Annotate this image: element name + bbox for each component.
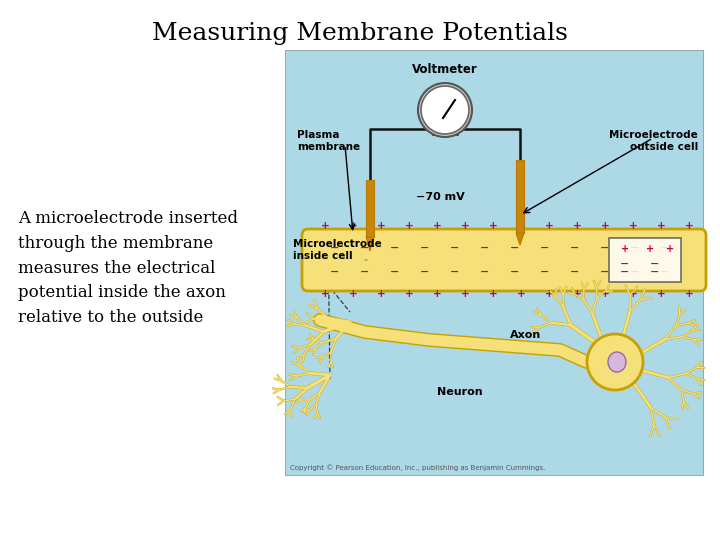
Text: Axon: Axon <box>510 330 541 340</box>
Text: −: − <box>540 243 549 253</box>
Text: +: + <box>489 221 498 231</box>
Text: +: + <box>461 221 469 231</box>
Text: −: − <box>660 267 670 277</box>
Text: +: + <box>629 289 637 299</box>
Text: Measuring Membrane Potentials: Measuring Membrane Potentials <box>152 22 568 45</box>
Text: +: + <box>544 289 554 299</box>
Text: −: − <box>510 243 520 253</box>
Text: −: − <box>420 267 430 277</box>
FancyBboxPatch shape <box>285 50 703 475</box>
Text: +: + <box>685 289 693 299</box>
Text: −: − <box>450 267 459 277</box>
Text: −: − <box>510 267 520 277</box>
Text: Plasma
membrane: Plasma membrane <box>297 130 360 152</box>
Text: +: + <box>320 289 329 299</box>
Text: −: − <box>360 243 369 253</box>
Text: −: − <box>660 243 670 253</box>
Text: −: − <box>540 267 549 277</box>
Text: −: − <box>480 267 490 277</box>
FancyBboxPatch shape <box>302 229 706 291</box>
Text: −: − <box>570 243 580 253</box>
Text: +: + <box>348 221 357 231</box>
Polygon shape <box>366 237 374 251</box>
Text: −: − <box>420 243 430 253</box>
Text: +: + <box>572 289 581 299</box>
Text: +: + <box>657 289 665 299</box>
Text: −: − <box>330 243 340 253</box>
Text: Voltmeter: Voltmeter <box>412 63 478 76</box>
FancyBboxPatch shape <box>609 238 681 282</box>
Text: −: − <box>600 243 610 253</box>
Text: −: − <box>570 267 580 277</box>
Text: +: + <box>348 289 357 299</box>
Text: +: + <box>405 221 413 231</box>
Text: −: − <box>480 243 490 253</box>
Text: +: + <box>433 289 441 299</box>
Text: Neuron: Neuron <box>437 387 483 397</box>
Text: −: − <box>360 267 369 277</box>
Text: +: + <box>517 289 526 299</box>
Text: +: + <box>685 221 693 231</box>
Polygon shape <box>516 233 524 245</box>
Text: +: + <box>600 289 609 299</box>
Text: +: + <box>621 244 629 254</box>
Text: −: − <box>630 243 639 253</box>
Circle shape <box>418 83 472 137</box>
Text: +: + <box>489 289 498 299</box>
Text: −: − <box>621 267 630 277</box>
Text: A microelectrode inserted
through the membrane
measures the electrical
potential: A microelectrode inserted through the me… <box>18 210 238 326</box>
Text: −: − <box>650 259 660 269</box>
Text: +: + <box>405 289 413 299</box>
Text: +: + <box>572 221 581 231</box>
Text: +: + <box>377 289 385 299</box>
Text: −: − <box>630 267 639 277</box>
Text: Microelectrode
outside cell: Microelectrode outside cell <box>609 130 698 152</box>
Text: Copyright © Pearson Education, Inc., publishing as Benjamin Cummings.: Copyright © Pearson Education, Inc., pub… <box>290 464 545 471</box>
Text: −70 mV: −70 mV <box>415 192 464 202</box>
Text: +: + <box>544 221 554 231</box>
Text: +: + <box>461 289 469 299</box>
Text: −: − <box>330 267 340 277</box>
Text: +: + <box>433 221 441 231</box>
FancyBboxPatch shape <box>366 180 374 237</box>
Text: +: + <box>657 221 665 231</box>
Text: +: + <box>629 221 637 231</box>
Text: +: + <box>646 244 654 254</box>
Ellipse shape <box>608 352 626 372</box>
Text: −: − <box>600 267 610 277</box>
Circle shape <box>421 86 469 134</box>
Text: +: + <box>600 221 609 231</box>
Text: Microelectrode
inside cell: Microelectrode inside cell <box>293 239 382 261</box>
Circle shape <box>587 334 643 390</box>
Text: +: + <box>377 221 385 231</box>
Text: −: − <box>650 267 660 277</box>
Text: +: + <box>666 244 674 254</box>
Text: −: − <box>621 259 630 269</box>
Text: +: + <box>320 221 329 231</box>
Text: +: + <box>517 221 526 231</box>
Text: −: − <box>390 267 400 277</box>
Text: −: − <box>390 243 400 253</box>
Text: −: − <box>450 243 459 253</box>
FancyBboxPatch shape <box>516 160 524 233</box>
